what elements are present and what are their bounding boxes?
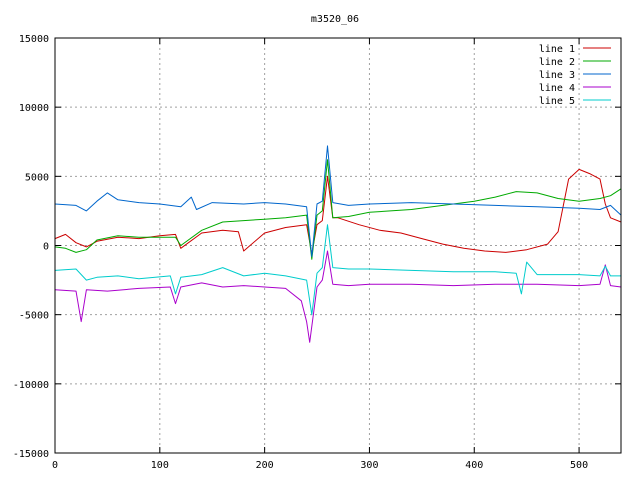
legend-label-3: line 3 bbox=[539, 70, 575, 81]
y-tick-label: 5000 bbox=[25, 172, 49, 183]
legend-label-2: line 2 bbox=[539, 57, 575, 68]
y-tick-label: -5000 bbox=[19, 311, 49, 322]
x-tick-label: 0 bbox=[52, 460, 58, 471]
x-tick-label: 300 bbox=[360, 460, 378, 471]
legend: line 1 line 2 line 3 line 4 line 5 bbox=[539, 44, 611, 107]
y-tick-label: -10000 bbox=[13, 380, 49, 391]
axis-ticks: 0 100 200 300 400 500 -15000 -10000 -5000 0 5000 10… bbox=[13, 34, 621, 471]
x-tick-label: 400 bbox=[465, 460, 483, 471]
series-line-5 bbox=[54, 224, 621, 316]
series-line-4 bbox=[54, 250, 622, 343]
chart-title: m3520_06 bbox=[311, 14, 359, 25]
legend-label-4: line 4 bbox=[539, 83, 575, 94]
y-tick-label: -15000 bbox=[13, 449, 49, 460]
series-line-3 bbox=[54, 145, 622, 258]
x-tick-label: 500 bbox=[570, 460, 588, 471]
series-line-2 bbox=[54, 159, 622, 260]
y-tick-label: 0 bbox=[43, 242, 49, 253]
legend-label-5: line 5 bbox=[539, 96, 575, 107]
x-tick-label: 200 bbox=[256, 460, 274, 471]
x-tick-label: 100 bbox=[151, 460, 169, 471]
series-lines bbox=[54, 145, 622, 343]
legend-label-1: line 1 bbox=[539, 44, 575, 55]
y-tick-label: 15000 bbox=[19, 34, 49, 45]
grid bbox=[55, 38, 621, 453]
y-tick-label: 10000 bbox=[19, 103, 49, 114]
